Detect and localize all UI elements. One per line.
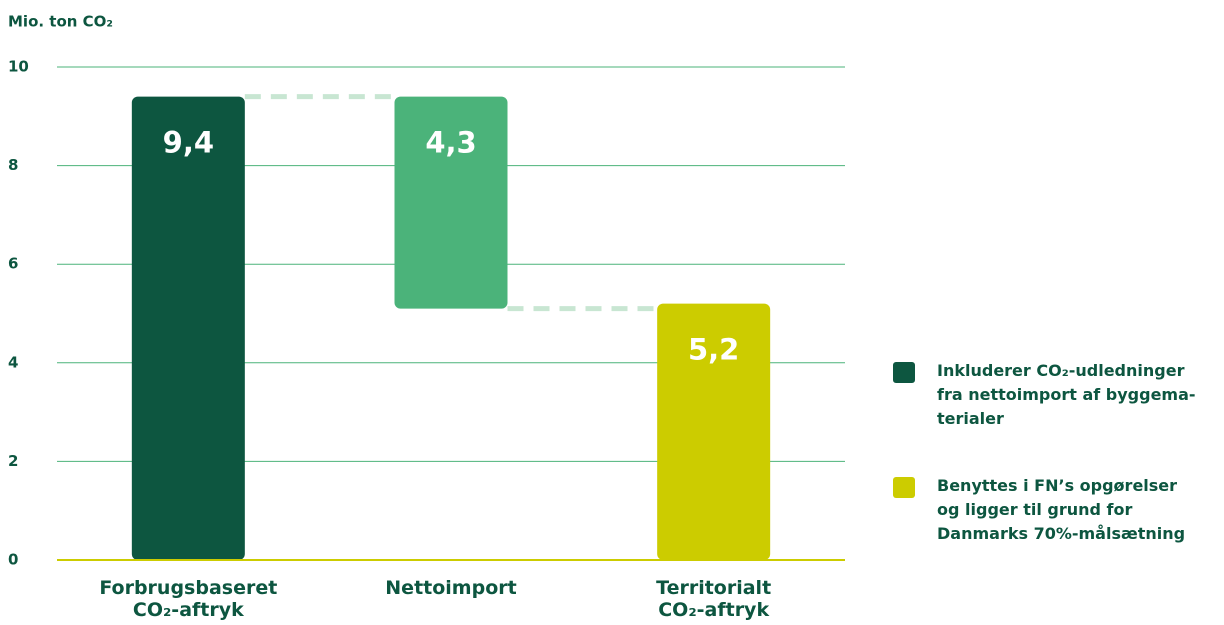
legend-label: Inkluderer CO₂-udledninger fra nettoimpo… [937, 361, 1196, 428]
bar [394, 96, 508, 309]
bar [657, 303, 771, 560]
legend-label: Benyttes i FN’s opgørelser og ligger til… [937, 476, 1186, 543]
x-tick-label: Territorialt CO₂-aftryk [656, 577, 772, 621]
legend-swatch [893, 477, 915, 498]
y-axis-label: Mio. ton CO₂ [8, 13, 113, 31]
y-tick-label: 6 [8, 255, 18, 273]
y-tick-label: 0 [8, 551, 18, 569]
value-label: 9,4 [163, 126, 214, 160]
value-label: 5,2 [688, 333, 739, 367]
bar [131, 96, 245, 560]
y-tick-label: 8 [8, 156, 18, 174]
x-tick-label: Nettoimport [385, 577, 517, 599]
y-tick-label: 10 [8, 58, 29, 76]
legend-swatch [893, 362, 915, 383]
x-tick-label: Forbrugsbaseret CO₂-aftryk [99, 577, 278, 621]
y-tick-label: 2 [8, 452, 18, 470]
value-label: 4,3 [425, 126, 476, 160]
y-tick-label: 4 [8, 353, 18, 371]
